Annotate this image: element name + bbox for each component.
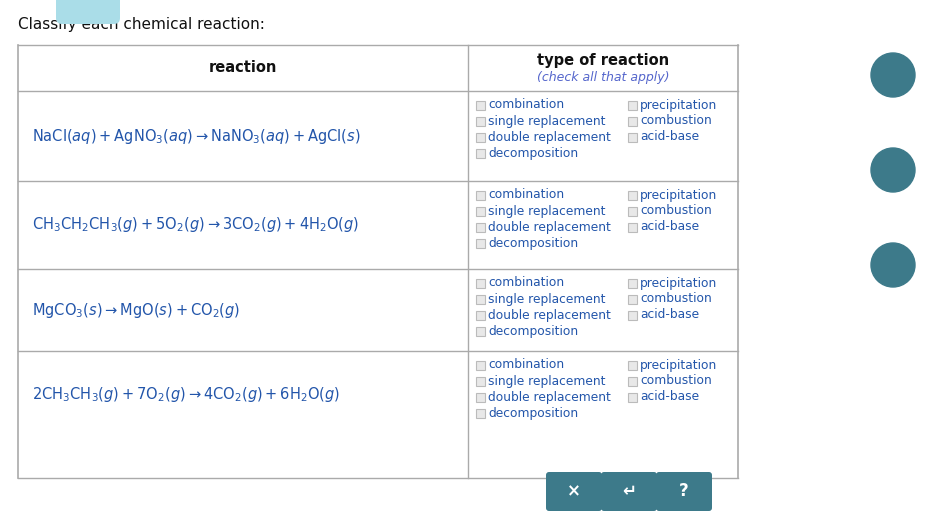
Bar: [476, 101, 485, 110]
Bar: [476, 409, 485, 418]
Bar: [628, 311, 637, 320]
Bar: [628, 190, 637, 199]
Bar: [628, 117, 637, 126]
Text: single replacement: single replacement: [488, 375, 606, 387]
Text: reaction: reaction: [209, 60, 278, 75]
Text: acid-base: acid-base: [640, 130, 699, 144]
Text: precipitation: precipitation: [640, 277, 717, 289]
Bar: [628, 101, 637, 110]
Bar: [628, 360, 637, 369]
Text: decomposition: decomposition: [488, 324, 578, 338]
Bar: [476, 117, 485, 126]
Text: double replacement: double replacement: [488, 391, 610, 403]
Text: Classify each chemical reaction:: Classify each chemical reaction:: [18, 17, 265, 32]
Text: decomposition: decomposition: [488, 146, 578, 160]
Text: decomposition: decomposition: [488, 236, 578, 250]
Text: combination: combination: [488, 358, 564, 372]
Bar: [476, 238, 485, 248]
Text: single replacement: single replacement: [488, 293, 606, 305]
Bar: [476, 207, 485, 216]
Text: combustion: combustion: [640, 114, 711, 128]
Text: type of reaction: type of reaction: [536, 52, 669, 67]
FancyBboxPatch shape: [546, 472, 602, 511]
Text: single replacement: single replacement: [488, 114, 606, 128]
Text: (check all that apply): (check all that apply): [536, 70, 670, 84]
Text: double replacement: double replacement: [488, 130, 610, 144]
Bar: [476, 278, 485, 287]
Text: combination: combination: [488, 277, 564, 289]
Text: precipitation: precipitation: [640, 189, 717, 201]
Text: double replacement: double replacement: [488, 220, 610, 234]
Text: decomposition: decomposition: [488, 407, 578, 420]
Text: combination: combination: [488, 189, 564, 201]
Circle shape: [871, 53, 915, 97]
Bar: [628, 393, 637, 402]
Text: $\mathrm{CH_3CH_2CH_3}(\mathit{g}) + 5\mathrm{O_2}(\mathit{g}) \rightarrow 3\mat: $\mathrm{CH_3CH_2CH_3}(\mathit{g}) + 5\m…: [32, 216, 359, 234]
Circle shape: [871, 243, 915, 287]
Text: acid-base: acid-base: [640, 308, 699, 322]
Bar: [476, 148, 485, 157]
Bar: [476, 190, 485, 199]
Text: ↵: ↵: [622, 482, 636, 500]
FancyBboxPatch shape: [656, 472, 712, 511]
Text: $\mathrm{NaCl}(\mathit{aq}) + \mathrm{AgNO_3}(\mathit{aq}) \rightarrow \mathrm{N: $\mathrm{NaCl}(\mathit{aq}) + \mathrm{Ag…: [32, 127, 361, 146]
Text: acid-base: acid-base: [640, 391, 699, 403]
Circle shape: [871, 148, 915, 192]
Text: ×: ×: [567, 482, 581, 500]
Bar: [476, 376, 485, 385]
FancyBboxPatch shape: [601, 472, 657, 511]
Text: combustion: combustion: [640, 205, 711, 217]
Bar: [476, 360, 485, 369]
Bar: [476, 223, 485, 232]
Text: combustion: combustion: [640, 293, 711, 305]
Bar: [628, 278, 637, 287]
Bar: [476, 311, 485, 320]
Text: double replacement: double replacement: [488, 308, 610, 322]
Bar: [476, 393, 485, 402]
Bar: [628, 295, 637, 304]
Text: ?: ?: [679, 482, 689, 500]
Text: precipitation: precipitation: [640, 99, 717, 111]
Bar: [476, 132, 485, 142]
Text: precipitation: precipitation: [640, 358, 717, 372]
Bar: [476, 295, 485, 304]
Text: $\mathrm{MgCO_3}(\mathit{s}) \rightarrow \mathrm{MgO}(\mathit{s}) + \mathrm{CO_2: $\mathrm{MgCO_3}(\mathit{s}) \rightarrow…: [32, 301, 240, 320]
Text: acid-base: acid-base: [640, 220, 699, 234]
Bar: [476, 326, 485, 335]
Bar: [628, 207, 637, 216]
Text: $2\mathrm{CH_3CH_3}(\mathit{g}) + 7\mathrm{O_2}(\mathit{g}) \rightarrow 4\mathrm: $2\mathrm{CH_3CH_3}(\mathit{g}) + 7\math…: [32, 385, 340, 404]
Bar: [628, 132, 637, 142]
Bar: [628, 223, 637, 232]
Bar: [18, 45, 738, 478]
Text: single replacement: single replacement: [488, 205, 606, 217]
Text: combustion: combustion: [640, 375, 711, 387]
Bar: [628, 376, 637, 385]
FancyBboxPatch shape: [56, 0, 120, 24]
Text: combination: combination: [488, 99, 564, 111]
